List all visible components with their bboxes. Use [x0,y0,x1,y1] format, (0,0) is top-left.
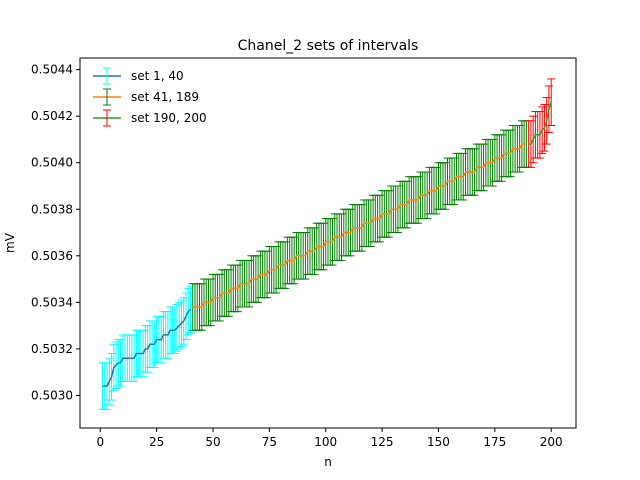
x-tick-label: 75 [262,435,277,449]
plot-area [98,78,556,410]
series-2 [188,120,531,331]
series-line [528,101,552,145]
x-axis-label: n [324,455,332,469]
series-1 [98,285,195,410]
x-tick-label: 25 [149,435,164,449]
legend-label: set 1, 40 [131,69,184,83]
x-tick-label: 150 [427,435,450,449]
x-tick-label: 175 [483,435,506,449]
x-tick-label: 100 [314,435,337,449]
x-axis: 0 25 50 75 100 125 150 175 200 [96,428,563,449]
series-line [192,143,527,308]
y-tick-label: 0.5044 [31,63,73,77]
y-tick-label: 0.5036 [31,249,73,263]
y-tick-label: 0.5040 [31,156,73,170]
y-tick-label: 0.5030 [31,388,73,402]
series-line [102,308,192,387]
y-axis-label: mV [3,232,17,253]
y-tick-label: 0.5032 [31,342,73,356]
legend-item: set 41, 189 [93,88,199,106]
legend-label: set 190, 200 [131,111,207,125]
legend-label: set 41, 189 [131,90,199,104]
axes-frame [79,57,577,429]
x-tick-label: 0 [96,435,104,449]
chart-title: Chanel_2 sets of intervals [238,38,419,54]
legend: set 1, 40 set 41, 189 set 190, 200 [93,67,207,127]
x-tick-label: 125 [371,435,394,449]
series-3 [524,78,556,168]
y-axis: 0.5030 0.5032 0.5034 0.5036 0.5038 0.5040 0.50… [31,63,80,402]
y-tick-label: 0.5042 [31,109,73,123]
y-tick-label: 0.5034 [31,295,73,309]
x-tick-label: 50 [205,435,220,449]
x-tick-label: 200 [540,435,563,449]
legend-item: set 190, 200 [93,109,207,127]
y-tick-label: 0.5038 [31,202,73,216]
legend-item: set 1, 40 [93,67,184,85]
